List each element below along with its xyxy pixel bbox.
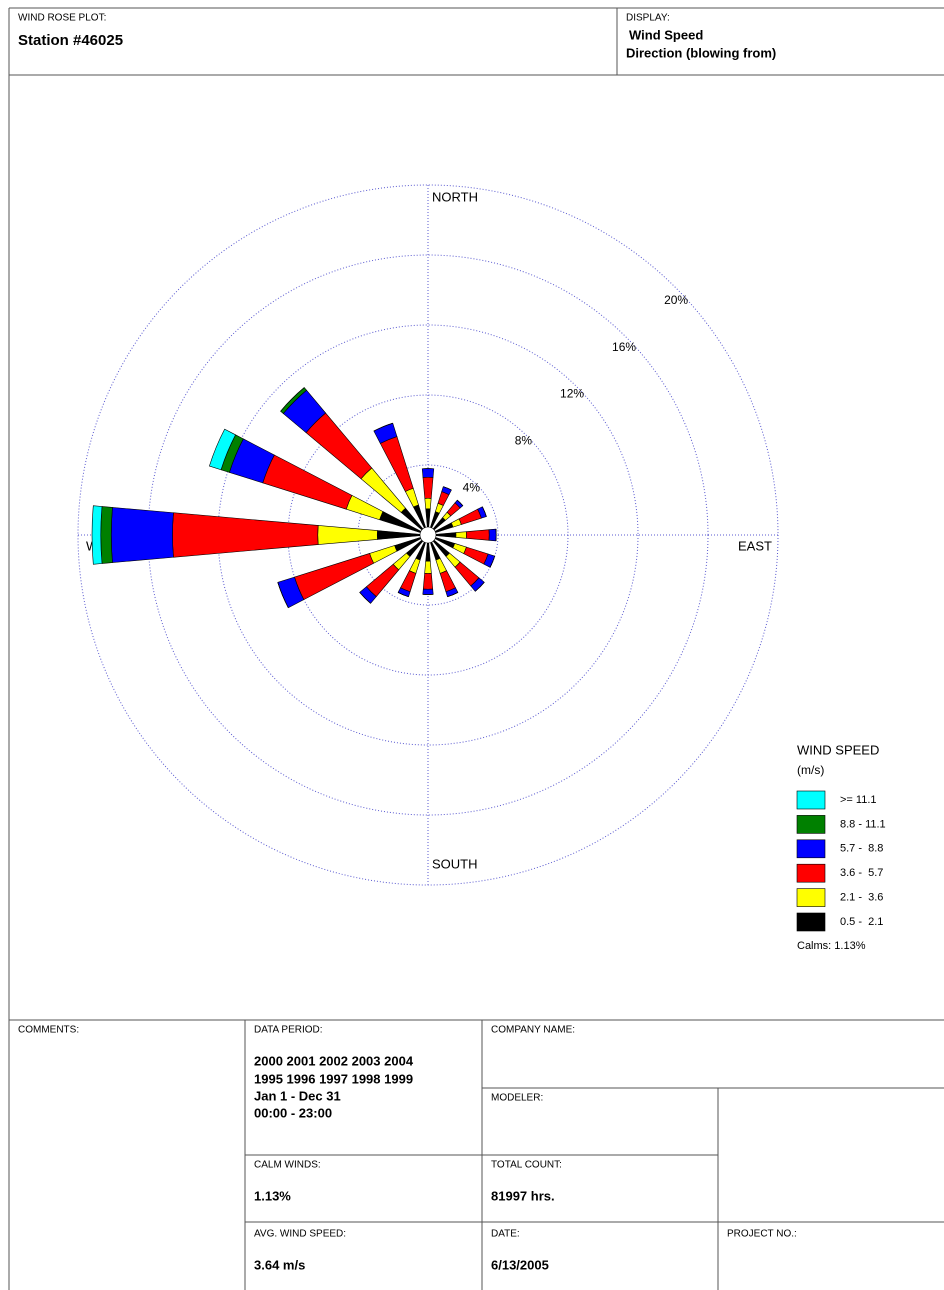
wedge-segment — [489, 555, 496, 568]
r-tick-label: 4% — [463, 480, 481, 494]
legend-label: >= 11.1 — [840, 794, 877, 806]
wedge-segment — [422, 573, 434, 590]
display-line: Direction (blowing from) — [626, 45, 776, 60]
display-label: DISPLAY: — [626, 13, 670, 24]
wedge-segment — [208, 428, 236, 471]
wedge-segment — [379, 436, 414, 492]
wedge-segment — [409, 557, 421, 574]
avg-label: AVG. WIND SPEED: — [254, 1229, 346, 1240]
wedge-segment — [277, 582, 289, 608]
wedge-segment — [369, 545, 398, 564]
r-tick-label: 8% — [515, 433, 533, 447]
wedge-segment — [424, 497, 432, 510]
calms-label: Calms: 1.13% — [797, 940, 866, 952]
direction-label: NORTH — [432, 189, 478, 204]
legend-label: 5.7 - 8.8 — [840, 843, 883, 855]
modeler-label: MODELER: — [491, 1093, 543, 1104]
company-label: COMPANY NAME: — [491, 1025, 575, 1036]
wedge-segment — [475, 582, 485, 592]
wedge-segment — [463, 546, 489, 565]
legend-swatch — [796, 888, 826, 907]
date-value: 6/13/2005 — [491, 1257, 549, 1272]
legend-label: 0.5 - 2.1 — [840, 916, 883, 928]
grid-ring — [287, 394, 569, 676]
grid-ring — [217, 324, 639, 746]
wedge-segment — [404, 487, 419, 508]
direction-label: EAST — [738, 538, 772, 553]
wedge-segment — [280, 387, 305, 412]
wedge-segment — [466, 529, 490, 541]
wedge-segment — [373, 422, 393, 432]
wedge-segment — [317, 525, 378, 545]
wedge-segment — [100, 506, 113, 564]
legend-swatch — [796, 839, 826, 859]
wedge-segment — [359, 592, 371, 604]
wedge-segment — [422, 588, 434, 595]
wedge-segment — [488, 528, 497, 542]
wedge-segment — [110, 507, 174, 563]
station: Station #46025 — [18, 32, 123, 49]
wedge-segment — [422, 476, 434, 499]
legend-swatch — [796, 863, 826, 883]
legend-swatch — [796, 790, 826, 810]
data-period-line: 00:00 - 23:00 — [254, 1105, 332, 1120]
wedge-segment — [447, 592, 459, 598]
wedge-segment — [457, 499, 464, 506]
direction-label: SOUTH — [432, 856, 478, 871]
wedge-segment — [435, 557, 447, 574]
calm-value: 1.13% — [254, 1188, 291, 1203]
data-period-line: 1995 1996 1997 1998 1999 — [254, 1071, 413, 1086]
wedge-segment — [345, 495, 384, 521]
r-tick-label: 16% — [612, 340, 636, 354]
project-label: PROJECT NO.: — [727, 1229, 797, 1240]
wind-rose: 4%8%12%16%20%NORTHEASTSOUTHWESTWIND SPEE… — [77, 184, 886, 952]
r-tick-label: 20% — [664, 293, 688, 307]
wedge-segment — [305, 412, 373, 480]
plot-label: WIND ROSE PLOT: — [18, 13, 106, 24]
legend-title: WIND SPEED — [797, 742, 879, 757]
legend-label: 2.1 - 3.6 — [840, 892, 883, 904]
wedge-segment — [397, 592, 409, 598]
center-hole — [419, 526, 437, 544]
data-period-label: DATA PERIOD: — [254, 1025, 323, 1036]
date-label: DATE: — [491, 1229, 520, 1240]
legend-swatch — [796, 912, 826, 932]
display-line: Wind Speed — [629, 27, 703, 42]
wedge-segment — [91, 505, 103, 565]
total-value: 81997 hrs. — [491, 1188, 555, 1203]
total-label: TOTAL COUNT: — [491, 1160, 562, 1171]
wedge-segment — [458, 508, 482, 525]
comments-label: COMMENTS: — [18, 1025, 79, 1036]
avg-value: 3.64 m/s — [254, 1257, 305, 1272]
wedge-segment — [262, 454, 353, 510]
legend-swatch — [796, 815, 826, 834]
legend-label: 3.6 - 5.7 — [840, 867, 883, 879]
grid-ring — [77, 184, 779, 886]
wedge-segment — [421, 468, 435, 478]
wedge-segment — [455, 531, 467, 539]
legend-label: 8.8 - 11.1 — [840, 818, 886, 830]
form-frame — [8, 7, 944, 1290]
data-period-line: 2000 2001 2002 2003 2004 — [254, 1053, 414, 1068]
legend-title: (m/s) — [797, 763, 824, 777]
calm-label: CALM WINDS: — [254, 1160, 321, 1171]
data-period-line: Jan 1 - Dec 31 — [254, 1088, 341, 1103]
r-tick-label: 12% — [560, 387, 584, 401]
wedge-segment — [172, 512, 319, 558]
wedge-segment — [424, 560, 432, 574]
